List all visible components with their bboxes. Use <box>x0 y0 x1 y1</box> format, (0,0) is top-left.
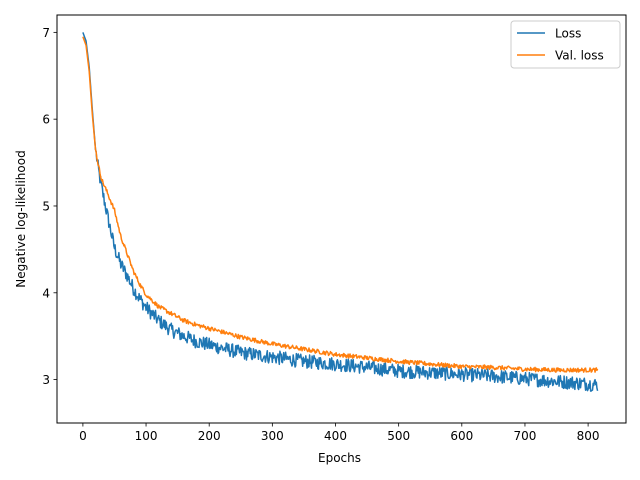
x-tick-label: 500 <box>387 429 410 443</box>
x-axis-label: Epochs <box>318 451 361 465</box>
plot-lines <box>82 32 599 392</box>
y-axis-label: Negative log-likelihood <box>14 150 28 287</box>
x-tick-label: 400 <box>324 429 347 443</box>
y-tick-label: 7 <box>42 26 50 40</box>
x-tick-label: 100 <box>135 429 158 443</box>
legend: Loss Val. loss <box>510 20 621 69</box>
legend-label-loss: Loss <box>555 27 581 41</box>
series-line-val-loss <box>82 36 599 373</box>
axes-frame <box>56 14 627 424</box>
y-tick-label: 4 <box>42 286 50 300</box>
y-tick-label: 3 <box>42 373 50 387</box>
y-tick-label: 5 <box>42 199 50 213</box>
legend-label-val-loss: Val. loss <box>555 49 604 63</box>
x-axis: 0 100 200 300 400 500 600 700 800 <box>79 423 600 443</box>
x-tick-label: 800 <box>577 429 600 443</box>
x-tick-label: 600 <box>450 429 473 443</box>
x-tick-label: 0 <box>79 429 87 443</box>
x-tick-label: 700 <box>514 429 537 443</box>
x-tick-label: 200 <box>198 429 221 443</box>
series-line-loss <box>82 32 599 392</box>
x-tick-label: 300 <box>261 429 284 443</box>
y-tick-label: 6 <box>42 113 50 127</box>
y-axis: 3 4 5 6 7 <box>42 26 57 387</box>
